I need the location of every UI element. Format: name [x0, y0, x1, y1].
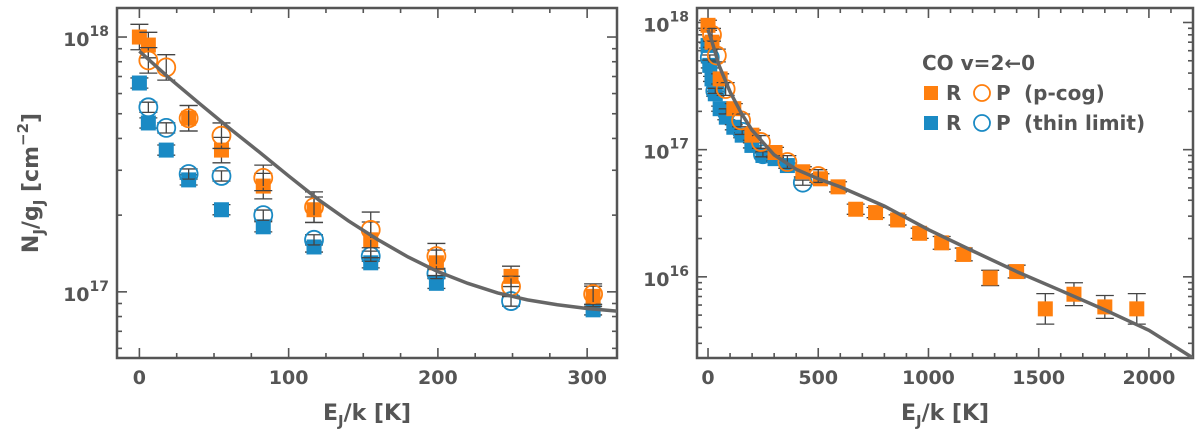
- x-tick-label: 1500: [1012, 367, 1065, 389]
- data-point-square: [363, 255, 379, 271]
- data-point-circle: [751, 132, 771, 152]
- x-tick-label: 0: [133, 367, 146, 389]
- data-point-square: [1129, 301, 1145, 317]
- x-tick-label: 200: [418, 367, 458, 389]
- x-tick-label: 300: [567, 367, 607, 389]
- model-curve: [138, 49, 617, 313]
- legend-entry-label: (p-cog): [1024, 81, 1105, 105]
- data-point-circle: [178, 108, 199, 129]
- data-point-circle: [304, 229, 324, 250]
- plot-area: [130, 23, 617, 318]
- plot-area: [699, 17, 1193, 358]
- data-point-circle: [706, 45, 727, 66]
- data-point-square: [213, 202, 229, 218]
- series-p-thin-limit-: [138, 97, 521, 311]
- legend-p-label: P: [996, 111, 1011, 135]
- legend-marker-circle: [973, 84, 991, 102]
- data-point-square: [912, 225, 928, 241]
- data-point-square: [158, 142, 174, 158]
- legend-marker-circle: [973, 114, 991, 132]
- right-panel: 0 500 1000 1500 2000 1016 1017 1018 EJ/k [K] CO v…: [643, 6, 1195, 430]
- data-point-circle: [777, 152, 798, 172]
- data-point-square: [982, 270, 998, 286]
- x-tick-label: 1000: [902, 367, 955, 389]
- data-point-square: [956, 246, 972, 262]
- y-tick-label: 1017: [63, 279, 109, 306]
- legend: CO v=2←0 R P (p-cog) R P (thin limit): [922, 51, 1145, 135]
- data-point-square: [140, 115, 156, 131]
- plot-frame: [695, 6, 1195, 360]
- data-point-square: [744, 127, 760, 143]
- x-tick-label: 0: [701, 367, 714, 389]
- legend-entry-label: (thin limit): [1024, 111, 1145, 135]
- x-tick-label: 2000: [1122, 367, 1175, 389]
- data-point-circle: [156, 117, 177, 138]
- data-point-circle: [138, 50, 159, 71]
- legend-r-label: R: [946, 81, 961, 105]
- data-point-circle: [253, 205, 274, 226]
- legend-r-label: R: [946, 111, 961, 135]
- plot-frame: [115, 6, 619, 360]
- left-panel: 0 100 200 300 1017 1018 EJ/k [K] NJ/gJ [cm−2]: [14, 6, 619, 430]
- data-point-square: [1037, 301, 1053, 317]
- data-point-circle: [583, 284, 604, 304]
- series-p-p-cog-: [702, 24, 829, 186]
- data-point-circle: [253, 168, 274, 188]
- legend-marker-square: [924, 86, 938, 100]
- data-point-square: [848, 201, 864, 217]
- data-point-circle: [211, 125, 232, 146]
- legend-marker-square: [924, 116, 938, 130]
- y-tick-label: 1018: [63, 24, 109, 51]
- data-point-circle: [138, 97, 159, 118]
- legend-p-label: P: [996, 81, 1011, 105]
- y-tick-label: 1018: [643, 9, 689, 36]
- y-axis-label: NJ/gJ [cm−2]: [14, 113, 48, 253]
- y-tick-label: 1016: [643, 264, 689, 291]
- series-r-thin-limit-: [130, 75, 603, 318]
- legend-title: CO v=2←0: [922, 51, 1035, 75]
- y-tick-label: 1017: [643, 137, 689, 164]
- data-point-square: [181, 172, 197, 188]
- data-point-circle: [426, 246, 447, 267]
- model-curve: [706, 29, 1193, 358]
- x-tick-label: 500: [798, 367, 838, 389]
- data-point-square: [131, 75, 147, 91]
- data-point-square: [213, 142, 229, 158]
- data-point-square: [306, 239, 322, 255]
- x-tick-label: 100: [269, 367, 309, 389]
- data-point-circle: [211, 166, 232, 186]
- data-point-square: [868, 205, 884, 221]
- data-point-circle: [178, 164, 199, 184]
- x-axis-label: EJ/k [K]: [901, 401, 989, 430]
- x-axis-label: EJ/k [K]: [323, 401, 411, 430]
- data-point-square: [140, 37, 156, 53]
